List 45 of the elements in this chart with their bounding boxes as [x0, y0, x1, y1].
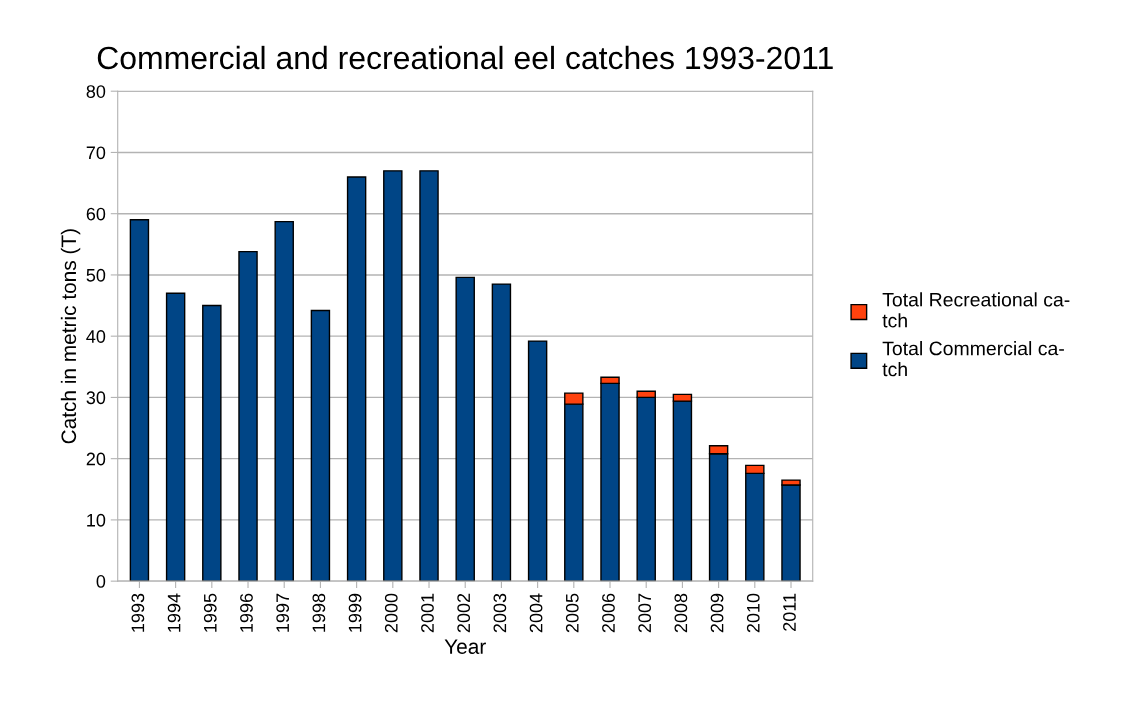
x-tick-label: 2009	[710, 593, 724, 633]
x-tick-label: 2000	[384, 593, 398, 633]
x-tick-label: 2010	[746, 593, 760, 633]
y-axis-title: Catch in metric tons (T)	[60, 229, 81, 444]
bar	[491, 283, 512, 582]
legend-label: Total Commercial ca- tch	[882, 341, 1064, 377]
bar	[310, 309, 331, 582]
y-tick-label: 80	[86, 85, 106, 98]
x-tick-label: 2003	[493, 593, 507, 633]
y-tick-label: 10	[87, 513, 106, 527]
y-tick-label: 40	[86, 330, 106, 343]
bar	[202, 304, 222, 582]
x-tick-label: 2002	[457, 593, 471, 633]
x-tick-label: 1993	[131, 593, 145, 632]
x-tick-label: 2001	[421, 593, 434, 633]
x-tick-label: 2007	[638, 593, 652, 633]
x-tick-label: 1999	[348, 593, 362, 632]
x-tick-label: 1996	[240, 593, 253, 632]
x-tick-label: 2006	[602, 593, 615, 633]
y-tick-label: 20	[86, 452, 106, 466]
y-tick-label: 70	[86, 146, 106, 160]
y-tick-label: 60	[86, 207, 106, 221]
y-tick-label: 0	[96, 575, 106, 588]
bar	[165, 292, 186, 582]
bar	[527, 340, 548, 582]
bar	[346, 176, 367, 582]
x-tick-label: 2005	[565, 593, 579, 633]
bar	[274, 220, 294, 582]
bar	[238, 250, 258, 582]
x-tick-label: 2004	[529, 593, 543, 633]
x-axis-title: Year	[444, 639, 486, 654]
bar	[455, 276, 475, 582]
y-tick-label: 30	[86, 391, 106, 405]
legend-label: Total Recreational ca- tch	[882, 292, 1070, 328]
chart-title: Commercial and recreational eel catches 1993-2011	[97, 45, 833, 70]
x-tick-label: 1995	[203, 593, 217, 632]
x-tick-label: 1994	[167, 593, 181, 632]
bar	[419, 170, 439, 582]
x-tick-label: 1998	[312, 593, 326, 632]
bar	[129, 219, 150, 582]
x-tick-label: 2011	[783, 593, 796, 631]
x-tick-label: 1997	[276, 593, 290, 632]
bar	[383, 170, 403, 582]
x-tick-label: 2008	[674, 593, 688, 633]
y-tick-label: 50	[86, 268, 106, 282]
